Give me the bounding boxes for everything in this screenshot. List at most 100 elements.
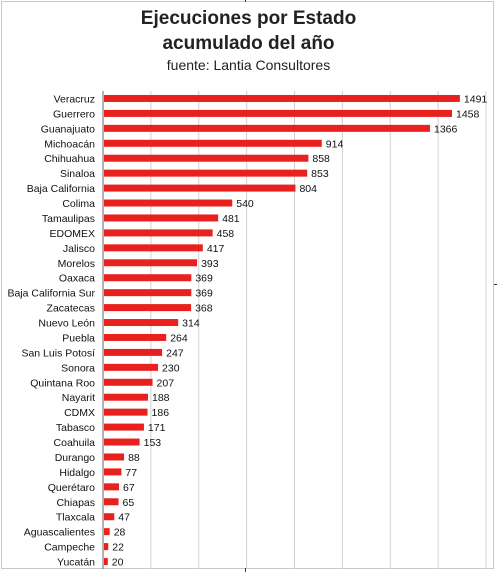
value-label: 858 (312, 153, 330, 165)
bar (104, 453, 125, 461)
value-label: 264 (170, 332, 188, 344)
bar (104, 274, 192, 282)
bar (104, 139, 322, 147)
value-label: 1491 (464, 93, 488, 105)
bar (104, 558, 108, 566)
value-label: 369 (195, 273, 213, 285)
value-label: 65 (123, 497, 135, 509)
category-label: Tamaulipas (42, 213, 95, 225)
bar (104, 289, 192, 297)
value-label: 914 (326, 138, 344, 150)
value-label: 188 (152, 392, 170, 404)
value-label: 22 (112, 542, 124, 554)
value-label: 1366 (434, 123, 458, 135)
frame-tick-bottom (245, 568, 246, 572)
value-label: 247 (166, 347, 184, 359)
value-label: 1458 (456, 108, 480, 120)
value-label: 186 (152, 407, 170, 419)
value-label: 804 (299, 183, 317, 195)
category-label: Chiapas (56, 497, 95, 509)
category-label: Jalisco (63, 243, 95, 255)
frame-tick-top (245, 0, 246, 2)
category-label: Guanajuato (41, 123, 95, 135)
bar (104, 378, 153, 386)
category-label: Durango (55, 452, 95, 464)
category-label: Baja California Sur (7, 288, 95, 300)
bar (104, 483, 120, 491)
value-label: 540 (236, 198, 254, 210)
bar (104, 363, 159, 371)
bar (104, 423, 144, 431)
category-label: San Luis Potosí (21, 347, 95, 359)
value-label: 88 (128, 452, 140, 464)
bar (104, 498, 119, 506)
category-label: Campeche (44, 542, 95, 554)
bar (104, 124, 430, 132)
bar (104, 408, 148, 416)
value-label: 171 (148, 422, 166, 434)
bar (104, 214, 219, 222)
bar (104, 244, 203, 252)
category-label: Colima (62, 198, 95, 210)
bar (104, 229, 213, 237)
category-label: Tabasco (56, 422, 95, 434)
value-label: 368 (195, 303, 213, 315)
bar (104, 109, 453, 117)
value-label: 77 (125, 467, 137, 479)
category-label: Quintana Roo (30, 377, 95, 389)
value-label: 458 (217, 228, 235, 240)
category-label: Zacatecas (47, 303, 95, 315)
category-label: Coahuila (54, 437, 96, 449)
bar (104, 543, 109, 551)
bar (104, 348, 163, 356)
category-label: Puebla (62, 332, 95, 344)
category-label: Veracruz (54, 93, 95, 105)
bar (104, 393, 149, 401)
category-label: Aguascalientes (24, 527, 95, 539)
value-label: 230 (162, 362, 180, 374)
bar (104, 468, 122, 476)
bar (104, 319, 179, 327)
bar (104, 154, 309, 162)
chart-subtitle: fuente: Lantia Consultores (166, 57, 331, 73)
category-label: Querétaro (48, 482, 95, 494)
value-label: 853 (311, 168, 329, 180)
category-label: Chihuahua (44, 153, 95, 165)
value-label: 47 (118, 512, 130, 524)
chart-title-line2: acumulado del año (162, 33, 335, 54)
value-label: 20 (112, 557, 124, 569)
category-label: Hidalgo (59, 467, 95, 479)
value-label: 481 (222, 213, 240, 225)
bar (104, 513, 115, 521)
value-label: 369 (195, 288, 213, 300)
value-label: 417 (207, 243, 225, 255)
category-label: Tlaxcala (56, 512, 95, 524)
value-label: 314 (182, 318, 200, 330)
category-label: CDMX (64, 407, 95, 419)
bar (104, 94, 460, 102)
category-label: Oaxaca (59, 273, 95, 285)
category-label: Guerrero (53, 108, 95, 120)
value-label: 207 (157, 377, 175, 389)
category-label: Nayarit (62, 392, 95, 404)
chart-title-line1: Ejecuciones por Estado (140, 8, 357, 29)
category-label: Nuevo León (38, 318, 95, 330)
category-label: Morelos (58, 258, 95, 270)
bar (104, 528, 110, 536)
category-label: Yucatán (57, 557, 95, 569)
bar (104, 199, 233, 207)
category-label: Sinaloa (60, 168, 95, 180)
bar (104, 304, 192, 312)
bar (104, 333, 167, 341)
category-label: Baja California (27, 183, 95, 195)
category-label: EDOMEX (49, 228, 95, 240)
category-label: Sonora (61, 362, 95, 374)
bar (104, 184, 296, 192)
value-label: 393 (201, 258, 219, 270)
value-label: 28 (114, 527, 126, 539)
bar (104, 169, 308, 177)
bar (104, 259, 198, 267)
bar (104, 438, 140, 446)
